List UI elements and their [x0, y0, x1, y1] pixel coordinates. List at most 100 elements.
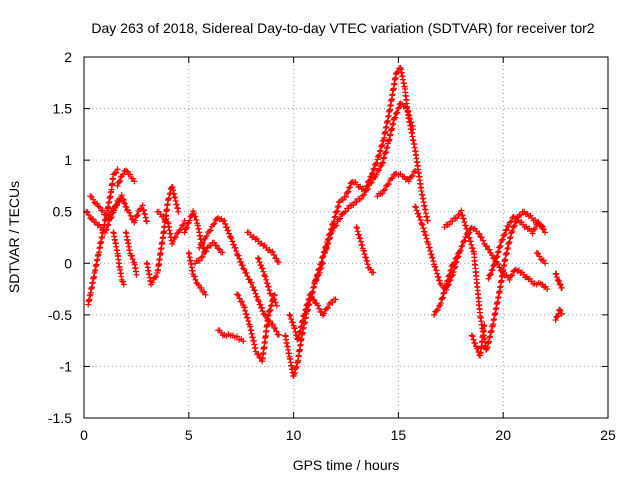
data-point	[493, 254, 500, 261]
data-point	[133, 212, 140, 219]
data-point	[447, 267, 454, 274]
data-point	[113, 202, 120, 209]
data-point	[420, 225, 427, 232]
y-tick-label: -1.5	[48, 410, 72, 426]
data-point	[314, 272, 321, 279]
data-point	[259, 307, 266, 314]
data-point	[446, 271, 453, 278]
data-point	[219, 249, 226, 256]
data-point	[94, 200, 101, 207]
data-point	[499, 236, 506, 243]
data-point	[321, 310, 328, 317]
series-O	[244, 229, 282, 266]
series-U	[374, 168, 419, 200]
x-tick-label: 5	[185, 427, 193, 443]
data-point	[451, 259, 458, 266]
data-point	[126, 209, 133, 216]
data-point	[207, 227, 214, 234]
data-point	[128, 252, 135, 259]
data-point	[331, 214, 338, 221]
series-M	[215, 327, 247, 345]
data-point	[466, 234, 473, 241]
axis-ticks: 0 5 10 15 20 25 -1.5 -1 -0.5 0 0.5 1 1.5 2	[48, 49, 616, 443]
data-point	[132, 217, 139, 224]
data-point	[273, 302, 280, 309]
data-point	[186, 217, 193, 224]
data-point	[327, 234, 334, 241]
data-point	[254, 293, 261, 300]
series-J	[185, 249, 209, 298]
data-point	[408, 173, 415, 180]
data-point	[323, 244, 330, 251]
data-point	[470, 336, 477, 343]
data-point	[134, 211, 141, 218]
series-D	[110, 229, 127, 288]
data-point	[143, 218, 150, 225]
data-point	[203, 233, 210, 240]
data-point	[196, 244, 203, 251]
data-point	[465, 231, 472, 238]
data-point	[393, 70, 400, 77]
data-point	[413, 207, 420, 214]
series-T	[322, 100, 417, 256]
data-point	[394, 68, 401, 75]
data-point	[554, 276, 561, 283]
data-point	[361, 247, 368, 254]
y-tick-label: 0.5	[53, 204, 73, 220]
data-point	[462, 222, 469, 229]
data-point	[255, 255, 262, 262]
series-L	[196, 215, 282, 338]
data-point	[239, 298, 246, 305]
data-point	[506, 276, 513, 283]
data-point	[536, 253, 543, 260]
data-point	[261, 311, 268, 318]
data-point	[234, 333, 241, 340]
series-Z	[468, 322, 488, 359]
data-point	[326, 235, 333, 242]
data-point	[332, 296, 339, 303]
data-point	[131, 178, 138, 185]
data-point	[380, 155, 387, 162]
data-point	[334, 203, 341, 210]
data-point	[460, 215, 467, 222]
data-point	[201, 288, 208, 295]
series-E	[114, 167, 138, 189]
data-point	[225, 227, 232, 234]
data-point	[410, 126, 417, 133]
data-point	[311, 296, 318, 303]
y-tick-label: -1	[60, 358, 73, 374]
x-axis-label: GPS time / hours	[293, 457, 400, 473]
data-point	[359, 192, 366, 199]
data-point	[346, 184, 353, 191]
data-point	[337, 215, 344, 222]
data-point	[287, 312, 294, 319]
plot-frame	[83, 56, 609, 419]
data-point	[344, 189, 351, 196]
data-point	[510, 223, 517, 230]
data-point	[379, 159, 386, 166]
data-point	[227, 233, 234, 240]
data-point	[495, 248, 502, 255]
data-point	[553, 271, 560, 278]
data-point	[117, 177, 124, 184]
data-point	[419, 221, 426, 228]
data-point	[367, 266, 374, 273]
data-point	[367, 180, 374, 187]
data-point	[286, 311, 293, 318]
data-point	[440, 290, 447, 297]
data-point	[312, 276, 319, 283]
data-point	[90, 196, 97, 203]
data-point	[503, 226, 510, 233]
data-point	[494, 249, 501, 256]
data-point	[374, 156, 381, 163]
data-point	[511, 222, 518, 229]
data-point	[374, 167, 381, 174]
data-point	[345, 205, 352, 212]
data-point	[120, 278, 127, 285]
data-point	[268, 302, 275, 309]
data-point	[553, 274, 560, 281]
data-point	[171, 234, 178, 241]
data-point	[353, 199, 360, 205]
data-point	[241, 266, 248, 273]
